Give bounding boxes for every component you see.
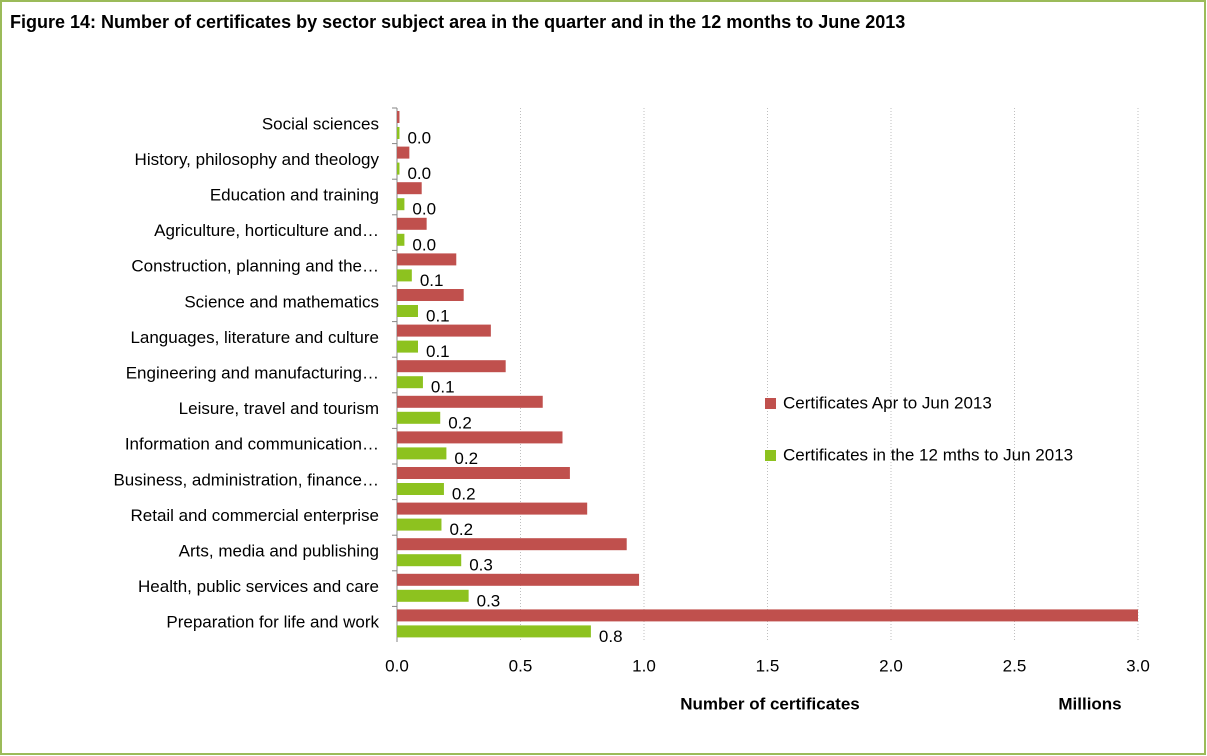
data-label: 0.2 <box>452 484 476 503</box>
bar <box>397 233 405 246</box>
data-label: 0.3 <box>477 591 501 610</box>
bar <box>397 217 427 230</box>
bar <box>397 447 447 460</box>
data-label: 0.1 <box>420 271 444 290</box>
data-label: 0.0 <box>412 200 436 219</box>
bar <box>397 518 442 531</box>
data-label: 0.2 <box>449 520 473 539</box>
bar <box>397 289 464 301</box>
y-tick-label: Education and training <box>210 185 379 204</box>
y-tick-label: Science and mathematics <box>184 292 379 311</box>
bar <box>397 146 410 159</box>
data-label: 0.0 <box>407 128 431 147</box>
bar <box>397 127 400 139</box>
data-label: 0.1 <box>431 378 455 397</box>
legend-label: Certificates Apr to Jun 2013 <box>783 393 992 412</box>
data-label: 0.3 <box>469 556 493 575</box>
legend-swatch <box>765 450 776 461</box>
y-tick-label: Languages, literature and culture <box>130 328 379 347</box>
data-label: 0.8 <box>599 627 623 646</box>
y-tick-label: Preparation for life and work <box>166 613 379 632</box>
bar <box>397 324 491 337</box>
x-tick-label: 0.5 <box>509 656 533 675</box>
x-tick-label: 2.5 <box>1003 656 1027 675</box>
data-label: 0.0 <box>412 235 436 254</box>
bar <box>397 253 457 266</box>
legend-swatch <box>765 398 776 409</box>
x-tick-label: 1.0 <box>632 656 656 675</box>
bar <box>397 573 640 586</box>
y-tick-label: Agriculture, horticulture and… <box>154 221 379 240</box>
bar <box>397 305 418 317</box>
bar <box>397 182 422 195</box>
bar <box>397 609 1138 622</box>
bar <box>397 360 506 373</box>
bar <box>397 554 462 567</box>
x-tick-label: 2.0 <box>879 656 903 675</box>
data-label: 0.1 <box>426 342 450 361</box>
y-tick-label: Leisure, travel and tourism <box>179 399 379 418</box>
bar <box>397 538 627 551</box>
data-label: 0.2 <box>454 449 478 468</box>
bar <box>397 589 469 602</box>
bar <box>397 162 400 175</box>
x-axis-unit: Millions <box>1058 694 1121 713</box>
legend-label: Certificates in the 12 mths to Jun 2013 <box>783 445 1073 464</box>
bar <box>397 340 418 353</box>
bar <box>397 467 570 479</box>
bar <box>397 625 591 638</box>
x-tick-label: 3.0 <box>1126 656 1150 675</box>
y-tick-label: Retail and commercial enterprise <box>131 506 380 525</box>
bar <box>397 411 441 424</box>
y-tick-label: Arts, media and publishing <box>179 541 379 560</box>
bar <box>397 111 400 123</box>
y-tick-label: Construction, planning and the… <box>131 257 379 276</box>
y-tick-label: Health, public services and care <box>138 577 379 596</box>
bar <box>397 431 563 444</box>
bar <box>397 376 423 389</box>
x-tick-label: 1.5 <box>756 656 780 675</box>
title-box: Figure 14: Number of certificates by sec… <box>10 12 906 32</box>
data-label: 0.2 <box>448 413 472 432</box>
y-tick-label: Social sciences <box>262 114 379 133</box>
x-axis-title: Number of certificates <box>680 694 860 713</box>
y-tick-label: History, philosophy and theology <box>135 150 380 169</box>
y-tick-label: Business, administration, finance… <box>113 470 379 489</box>
bar <box>397 395 543 408</box>
y-tick-label: Engineering and manufacturing… <box>126 363 379 382</box>
bar <box>397 269 412 282</box>
chart-title: Figure 14: Number of certificates by sec… <box>10 12 906 32</box>
bar <box>397 483 444 495</box>
data-label: 0.0 <box>407 164 431 183</box>
bar <box>397 502 588 515</box>
data-label: 0.1 <box>426 306 450 325</box>
bar <box>397 198 405 211</box>
x-tick-label: 0.0 <box>385 656 409 675</box>
y-tick-label: Information and communication… <box>125 435 379 454</box>
